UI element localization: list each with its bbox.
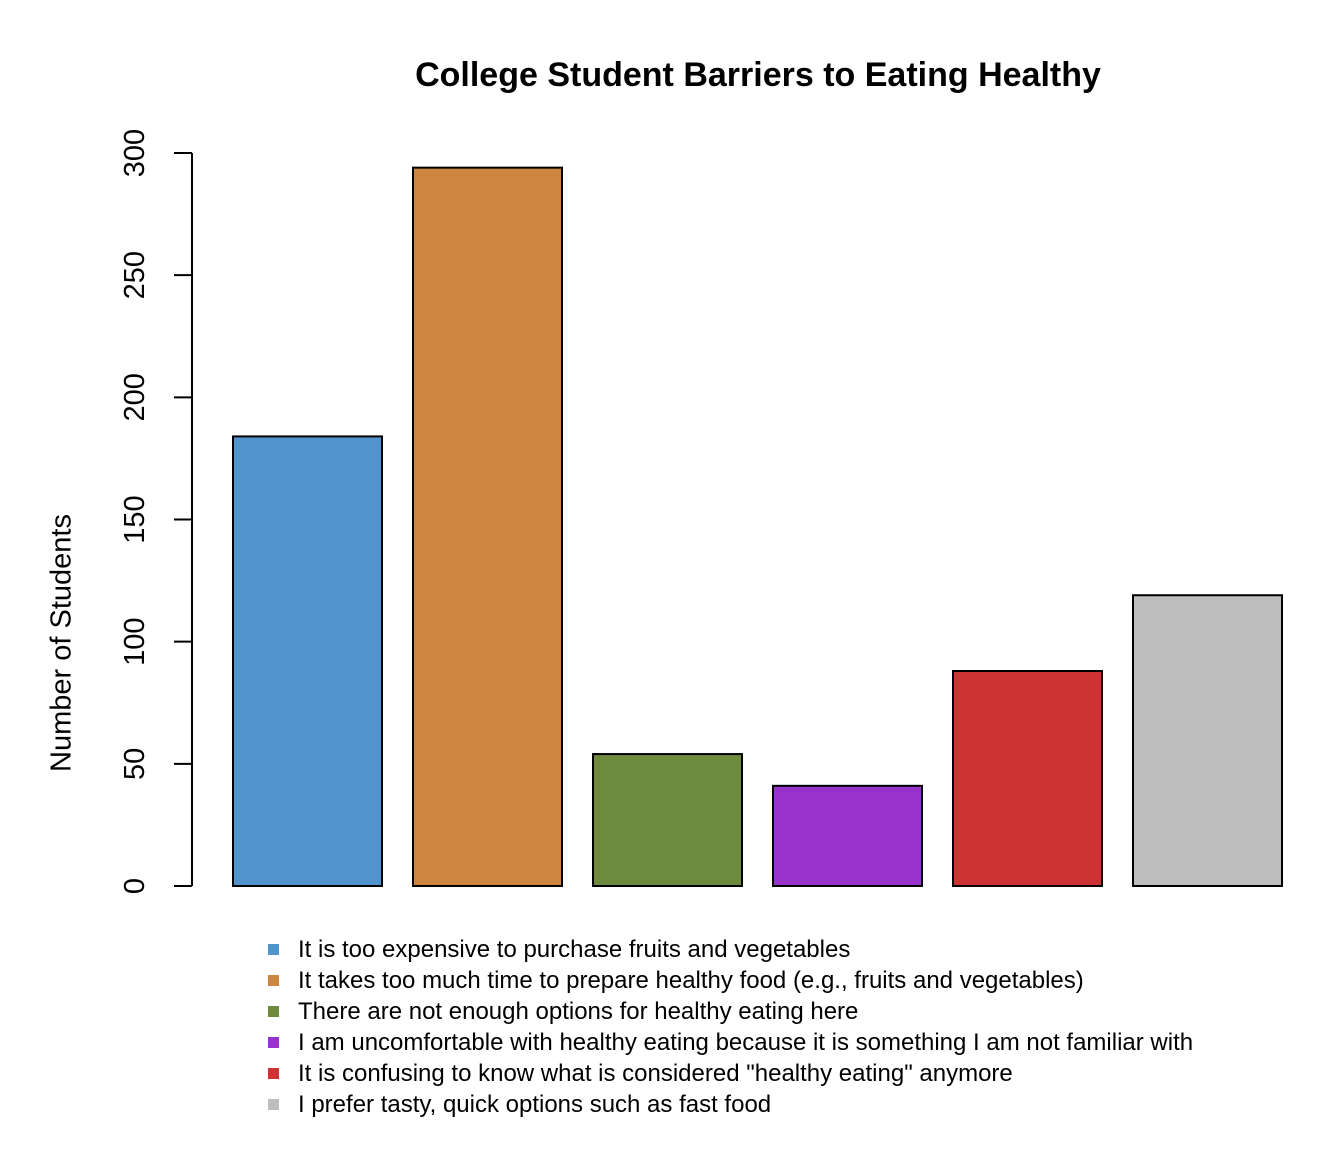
legend-item: I prefer tasty, quick options such as fa… [268, 1089, 1193, 1120]
bar [592, 753, 743, 887]
legend-item: It is confusing to know what is consider… [268, 1058, 1193, 1089]
legend: It is too expensive to purchase fruits a… [268, 934, 1193, 1120]
legend-item: There are not enough options for healthy… [268, 996, 1193, 1027]
legend-label: I am uncomfortable with healthy eating b… [298, 1028, 1194, 1056]
legend-item: It is too expensive to purchase fruits a… [268, 934, 1193, 965]
y-tick-label: 150 [119, 495, 151, 543]
chart-title: College Student Barriers to Eating Healt… [415, 56, 1101, 94]
legend-label: There are not enough options for healthy… [298, 997, 859, 1025]
bar [952, 669, 1103, 888]
legend-item: It takes too much time to prepare health… [268, 965, 1193, 996]
y-tick-label: 0 [119, 878, 151, 894]
legend-label: It takes too much time to prepare health… [298, 966, 1084, 994]
y-tick-label: 200 [119, 373, 151, 421]
legend-swatch [268, 1006, 279, 1017]
legend-swatch [268, 1068, 279, 1079]
legend-swatch [268, 1099, 279, 1110]
legend-label: It is too expensive to purchase fruits a… [298, 935, 851, 963]
legend-label: I prefer tasty, quick options such as fa… [298, 1090, 772, 1118]
legend-label: It is confusing to know what is consider… [298, 1059, 1013, 1087]
bar [772, 784, 923, 887]
y-tick-label: 100 [119, 617, 151, 665]
y-axis: 0 50 100 150 200 250 300 [119, 129, 193, 894]
legend-item: I am uncomfortable with healthy eating b… [268, 1027, 1193, 1058]
legend-swatch [268, 1037, 279, 1048]
bars-group [232, 166, 1283, 888]
bar [1132, 594, 1283, 887]
bar [232, 435, 383, 887]
y-tick-label: 50 [119, 748, 151, 780]
bar [412, 166, 563, 888]
y-tick-label: 300 [119, 129, 151, 177]
legend-swatch [268, 944, 279, 955]
legend-swatch [268, 975, 279, 986]
y-tick-label: 250 [119, 251, 151, 299]
